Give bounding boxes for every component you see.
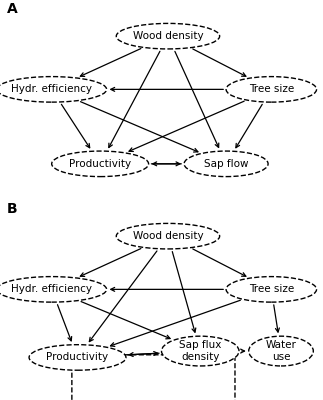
FancyBboxPatch shape [72,355,235,400]
Ellipse shape [52,151,149,176]
Ellipse shape [116,224,220,249]
Text: Hydr. efficiency: Hydr. efficiency [11,284,92,294]
Text: Hydr. efficiency: Hydr. efficiency [11,84,92,94]
Text: Wood density: Wood density [133,231,203,241]
Text: Productivity: Productivity [69,159,131,169]
Ellipse shape [226,276,317,302]
Ellipse shape [226,76,317,102]
Ellipse shape [29,345,126,370]
Text: Wood density: Wood density [133,31,203,41]
Text: Sap flux
density: Sap flux density [179,340,222,362]
Ellipse shape [116,24,220,49]
Ellipse shape [162,336,239,366]
Ellipse shape [184,151,268,176]
Ellipse shape [249,336,313,366]
Ellipse shape [0,76,107,102]
Text: Water
use: Water use [266,340,297,362]
Text: Productivity: Productivity [47,352,109,362]
Text: A: A [6,2,17,16]
Text: B: B [6,202,17,216]
Text: Tree size: Tree size [249,284,294,294]
Ellipse shape [0,276,107,302]
Text: Tree size: Tree size [249,84,294,94]
Text: Sap flow: Sap flow [204,159,248,169]
